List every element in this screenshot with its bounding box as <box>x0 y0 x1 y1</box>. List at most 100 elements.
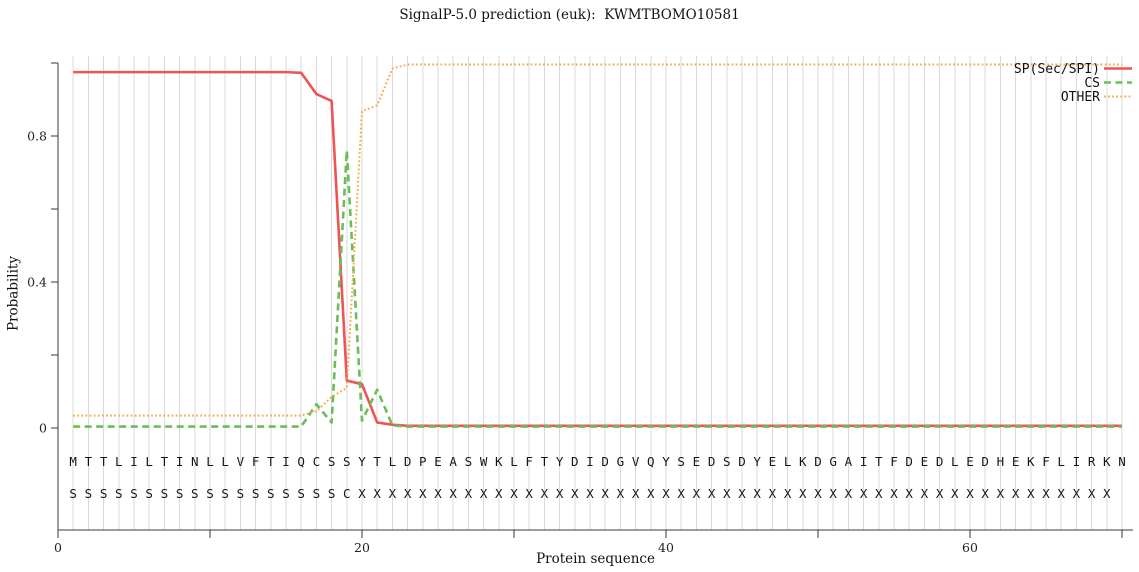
sequence-residue: D <box>905 454 913 469</box>
sequence-residue: D <box>814 454 822 469</box>
curve-cs <box>73 149 1122 428</box>
sequence-residue: S <box>465 454 473 469</box>
sequence-residue: D <box>601 454 609 469</box>
position-label: X <box>1027 486 1035 501</box>
position-label: X <box>571 486 579 501</box>
position-label: X <box>465 486 473 501</box>
position-label: S <box>267 486 275 501</box>
legend-label: OTHER <box>1061 90 1100 105</box>
position-label: X <box>677 486 685 501</box>
sequence-residue: L <box>510 454 518 469</box>
position-label: X <box>389 486 397 501</box>
sequence-residue: P <box>419 454 427 469</box>
sequence-residue: Y <box>358 454 366 469</box>
position-label: X <box>1073 486 1081 501</box>
position-label: X <box>1012 486 1020 501</box>
position-label: X <box>495 486 503 501</box>
sequence-residue: E <box>921 454 929 469</box>
sequence-residue: K <box>495 454 503 469</box>
position-label: X <box>921 486 929 501</box>
sequence-residue: Y <box>662 454 670 469</box>
position-label: X <box>647 486 655 501</box>
position-label: X <box>617 486 625 501</box>
sequence-residue: L <box>389 454 397 469</box>
position-label: X <box>434 486 442 501</box>
position-label: X <box>1042 486 1050 501</box>
position-label: X <box>373 486 381 501</box>
position-label: X <box>449 486 457 501</box>
position-label: X <box>890 486 898 501</box>
position-label: X <box>708 486 716 501</box>
sequence-residue: T <box>373 454 381 469</box>
sequence-residue: T <box>541 454 549 469</box>
position-label: X <box>905 486 913 501</box>
position-label: X <box>966 486 974 501</box>
legend-label: SP(Sec/SPI) <box>1014 62 1100 77</box>
sequence-residue: I <box>860 454 868 469</box>
sequence-residue: L <box>115 454 123 469</box>
sequence-residue: L <box>206 454 214 469</box>
sequence-residue: S <box>328 454 336 469</box>
position-label: S <box>85 486 93 501</box>
sequence-residue: H <box>997 454 1005 469</box>
sequence-residue: G <box>617 454 625 469</box>
position-label: X <box>951 486 959 501</box>
sequence-residue: T <box>161 454 169 469</box>
x-tick-label: 20 <box>354 540 370 555</box>
position-label: S <box>115 486 123 501</box>
position-label: S <box>191 486 199 501</box>
position-label: X <box>1057 486 1065 501</box>
sequence-residue: T <box>100 454 108 469</box>
position-label: S <box>161 486 169 501</box>
sequence-residue: N <box>191 454 199 469</box>
sequence-residue: Y <box>753 454 761 469</box>
position-label: X <box>875 486 883 501</box>
y-tick-label: 0 <box>39 421 47 436</box>
position-label: X <box>586 486 594 501</box>
position-label: S <box>145 486 153 501</box>
sequence-residue: D <box>404 454 412 469</box>
sequence-residue: S <box>723 454 731 469</box>
sequence-residue: S <box>677 454 685 469</box>
position-label: X <box>601 486 609 501</box>
sequence-residue: Q <box>297 454 305 469</box>
position-label: X <box>753 486 761 501</box>
position-label: X <box>799 486 807 501</box>
sequence-residue: S <box>343 454 351 469</box>
position-label: X <box>662 486 670 501</box>
position-label: S <box>282 486 290 501</box>
position-label: X <box>525 486 533 501</box>
position-label: X <box>404 486 412 501</box>
legend-label: CS <box>1084 76 1100 91</box>
sequence-residue: F <box>890 454 898 469</box>
sequence-residue: C <box>313 454 321 469</box>
sequence-residue: D <box>981 454 989 469</box>
position-label: X <box>723 486 731 501</box>
sequence-residue: I <box>176 454 184 469</box>
sequence-residue: K <box>799 454 807 469</box>
sequence-residue: R <box>1088 454 1096 469</box>
sequence-residue: D <box>571 454 579 469</box>
sequence-residue: K <box>1027 454 1035 469</box>
position-label: X <box>419 486 427 501</box>
sequence-residue: D <box>738 454 746 469</box>
position-label: X <box>738 486 746 501</box>
sequence-residue: T <box>267 454 275 469</box>
x-tick-label: 0 <box>54 540 62 555</box>
sequence-residue: F <box>525 454 533 469</box>
position-label: X <box>1088 486 1096 501</box>
position-label: S <box>206 486 214 501</box>
sequence-residue: E <box>693 454 701 469</box>
position-label: X <box>981 486 989 501</box>
position-label: X <box>556 486 564 501</box>
position-label: S <box>100 486 108 501</box>
sequence-residue: I <box>1073 454 1081 469</box>
curve-other <box>73 63 1122 417</box>
sequence-residue: V <box>632 454 640 469</box>
sequence-residue: Y <box>556 454 564 469</box>
position-label: X <box>784 486 792 501</box>
sequence-residue: F <box>252 454 260 469</box>
position-label: X <box>693 486 701 501</box>
